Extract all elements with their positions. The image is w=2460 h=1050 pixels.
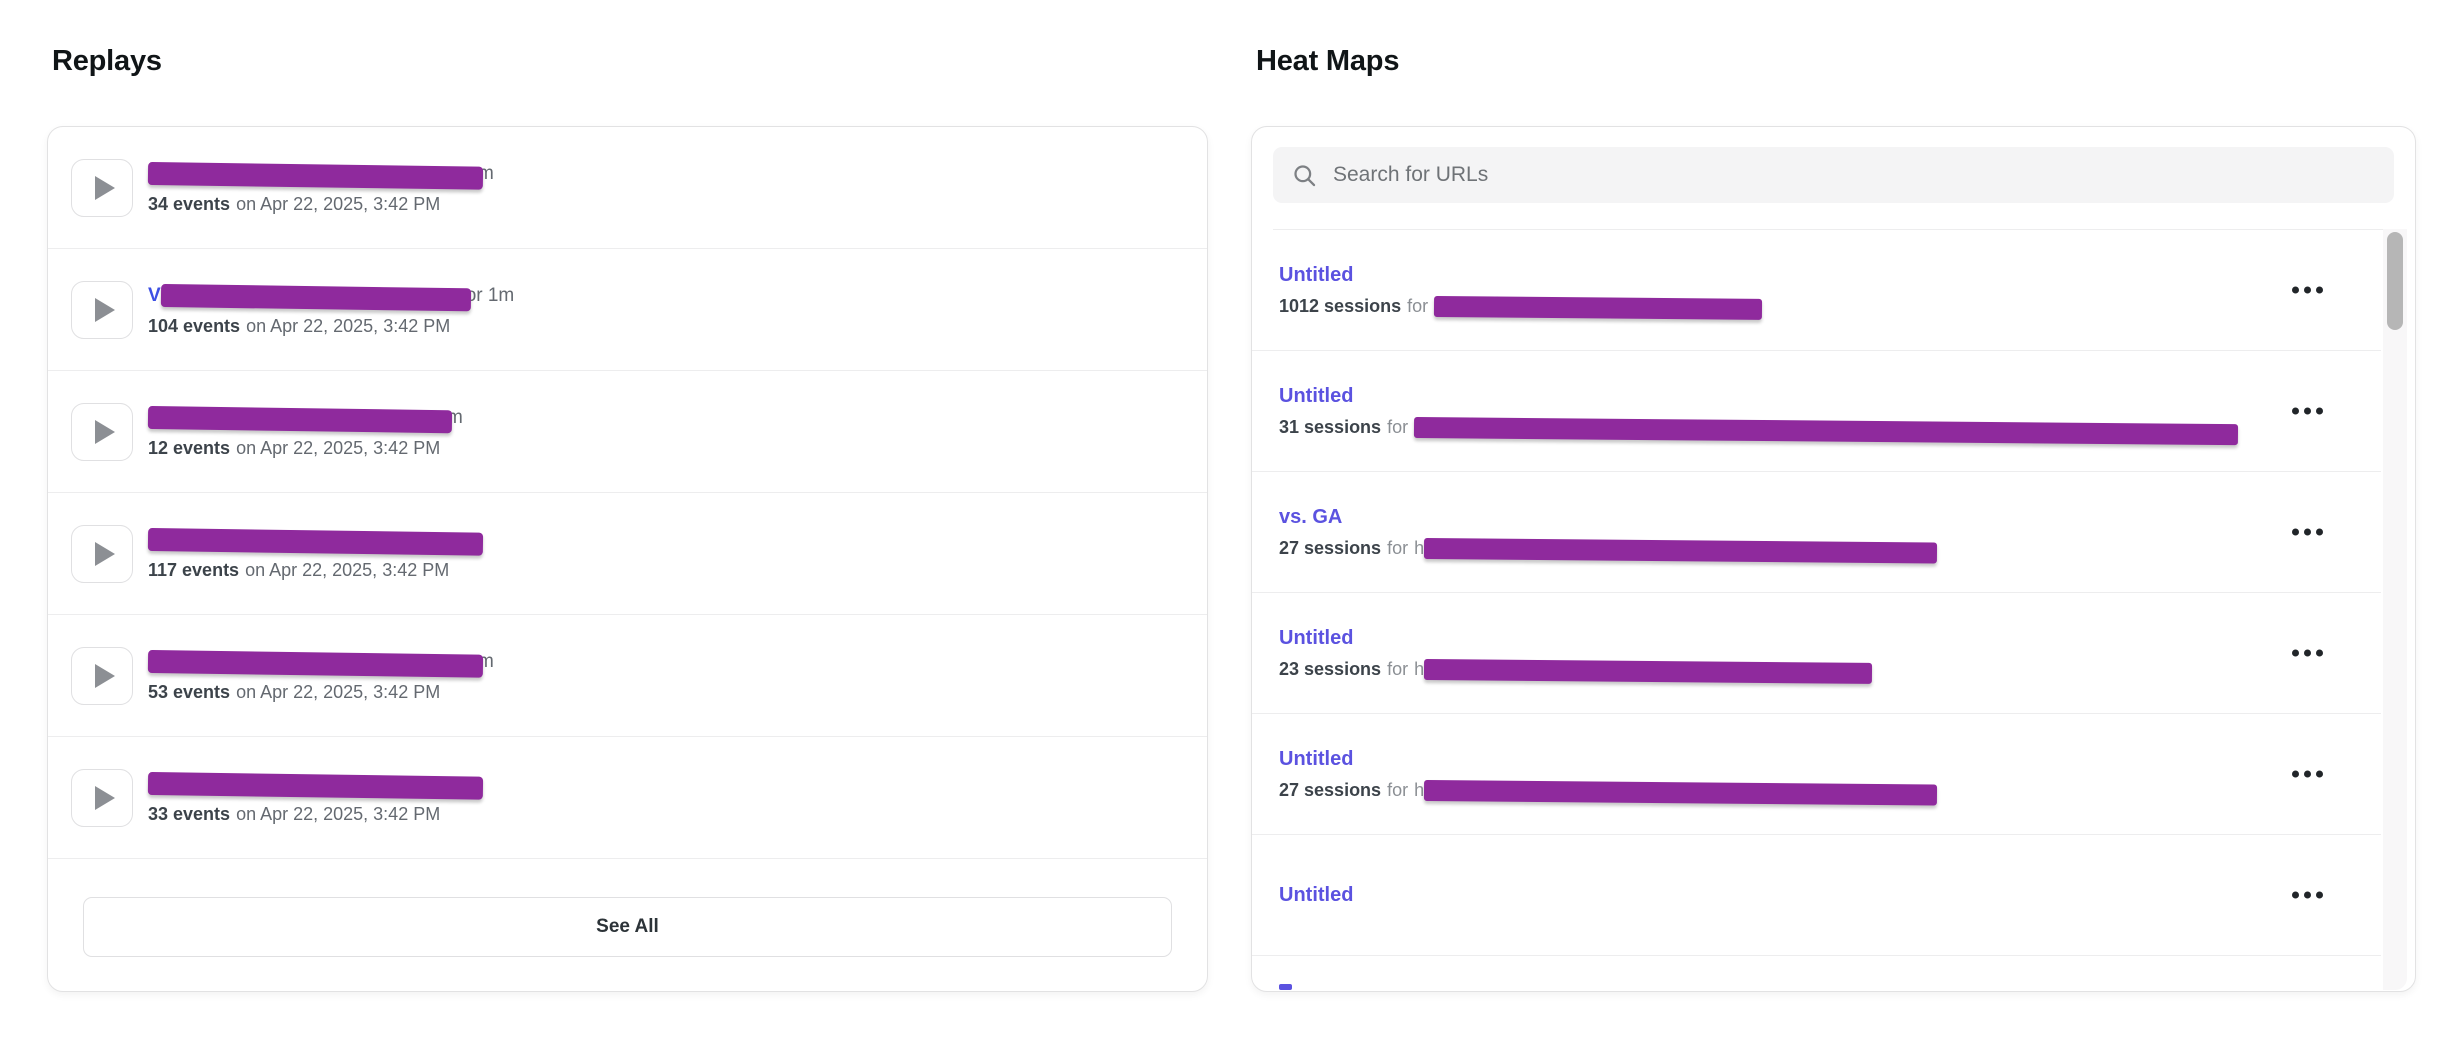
replays-section: Replays m 34 events on Apr 22, 2025, 3:4… xyxy=(47,41,1208,992)
ellipsis-icon xyxy=(2292,407,2299,415)
sessions-count: 27 sessions xyxy=(1279,779,1382,800)
redaction-bar xyxy=(1414,416,2239,445)
play-button[interactable] xyxy=(71,158,133,217)
replay-date: on Apr 22, 2025, 3:42 PM xyxy=(236,193,441,214)
events-count: 117 events xyxy=(148,559,240,580)
replay-date: on Apr 22, 2025, 3:42 PM xyxy=(236,681,441,702)
events-count: 34 events xyxy=(148,193,231,214)
play-icon xyxy=(94,297,115,322)
redaction-bar xyxy=(147,162,484,190)
redaction-bar xyxy=(1424,779,1938,805)
row-menu-button[interactable] xyxy=(2290,884,2325,907)
heatmap-row: Untitled xyxy=(1252,835,2381,956)
heatmap-row: vs. GA 27 sessions for h xyxy=(1252,472,2381,593)
partially-visible-row xyxy=(1252,956,2381,991)
redaction-bar xyxy=(147,406,453,434)
row-menu-button[interactable] xyxy=(2290,521,2325,544)
play-icon xyxy=(94,663,115,688)
replay-name[interactable]: m xyxy=(147,405,463,434)
redaction-bar xyxy=(1424,658,1873,684)
ellipsis-icon xyxy=(2292,528,2299,536)
heatmap-link[interactable]: Untitled xyxy=(1279,626,1354,649)
replay-date: on Apr 22, 2025, 3:42 PM xyxy=(236,803,441,824)
replay-name[interactable] xyxy=(147,771,484,800)
heatmap-link[interactable]: Untitled xyxy=(1279,263,1354,286)
scrollbar-track[interactable] xyxy=(2383,229,2407,990)
replay-name[interactable] xyxy=(147,527,484,556)
heatmap-link[interactable]: Untitled xyxy=(1279,747,1354,770)
heatmap-row: Untitled 23 sessions for h xyxy=(1252,593,2381,714)
clipped-heatmap-link xyxy=(1279,984,1292,990)
heatmap-row: Untitled 31 sessions for xyxy=(1252,351,2381,472)
heatmap-row: Untitled 1012 sessions for xyxy=(1252,230,2381,351)
replay-row[interactable]: m 12 events on Apr 22, 2025, 3:42 PM xyxy=(48,371,1207,493)
play-button[interactable] xyxy=(71,768,133,827)
events-count: 53 events xyxy=(148,681,231,702)
row-menu-button[interactable] xyxy=(2290,400,2325,423)
replay-row[interactable]: V or 1m 104 events on Apr 22, 2025, 3:42… xyxy=(48,249,1207,371)
search-input[interactable] xyxy=(1333,163,2376,187)
replay-date: on Apr 22, 2025, 3:42 PM xyxy=(246,315,451,336)
ellipsis-icon xyxy=(2292,770,2299,778)
redaction-bar xyxy=(1434,295,1763,320)
heatmap-link[interactable]: Untitled xyxy=(1279,384,1354,407)
heatmaps-section: Heat Maps Untitled 1012 sessions xyxy=(1251,41,2416,992)
divider xyxy=(1273,229,2394,230)
dashboard-page: Replays m 34 events on Apr 22, 2025, 3:4… xyxy=(47,41,2416,992)
play-button[interactable] xyxy=(71,280,133,339)
sessions-count: 1012 sessions xyxy=(1279,295,1402,316)
search-icon xyxy=(1294,164,1316,186)
redaction-bar xyxy=(160,284,471,312)
heatmap-link[interactable]: Untitled xyxy=(1279,883,1354,906)
replay-row[interactable]: m 34 events on Apr 22, 2025, 3:42 PM xyxy=(48,127,1207,249)
sessions-count: 27 sessions xyxy=(1279,537,1382,558)
play-button[interactable] xyxy=(71,402,133,461)
events-count: 12 events xyxy=(148,437,231,458)
play-icon xyxy=(94,785,115,810)
replay-name[interactable]: V or 1m xyxy=(148,283,514,312)
play-icon xyxy=(94,419,115,444)
play-icon xyxy=(94,541,115,566)
ellipsis-icon xyxy=(2292,891,2299,899)
replays-title: Replays xyxy=(52,45,162,77)
redaction-bar xyxy=(147,650,484,678)
ellipsis-icon xyxy=(2292,649,2299,657)
events-count: 33 events xyxy=(148,803,231,824)
row-menu-button[interactable] xyxy=(2290,279,2325,302)
heatmap-row: Untitled 27 sessions for h xyxy=(1252,714,2381,835)
replay-name[interactable]: m xyxy=(147,161,494,190)
redaction-bar xyxy=(147,772,484,800)
redaction-bar xyxy=(147,528,484,556)
redaction-bar xyxy=(1424,537,1938,563)
replay-date: on Apr 22, 2025, 3:42 PM xyxy=(236,437,441,458)
heatmaps-card: Untitled 1012 sessions for Untitled 31 s… xyxy=(1251,126,2416,992)
url-search-box[interactable] xyxy=(1273,147,2394,203)
replay-date: on Apr 22, 2025, 3:42 PM xyxy=(245,559,450,580)
row-menu-button[interactable] xyxy=(2290,642,2325,665)
row-menu-button[interactable] xyxy=(2290,763,2325,786)
play-button[interactable] xyxy=(71,524,133,583)
replay-name[interactable]: m xyxy=(147,649,494,678)
scrollbar-thumb[interactable] xyxy=(2387,232,2403,330)
replay-row[interactable]: m 53 events on Apr 22, 2025, 3:42 PM xyxy=(48,615,1207,737)
heatmap-link[interactable]: vs. GA xyxy=(1279,505,1343,528)
replay-row[interactable]: 117 events on Apr 22, 2025, 3:42 PM xyxy=(48,493,1207,615)
see-all-button[interactable]: See All xyxy=(83,897,1172,957)
heatmaps-title: Heat Maps xyxy=(1256,45,1400,77)
ellipsis-icon xyxy=(2292,286,2299,294)
replay-row[interactable]: 33 events on Apr 22, 2025, 3:42 PM xyxy=(48,737,1207,859)
play-button[interactable] xyxy=(71,646,133,705)
replays-card: m 34 events on Apr 22, 2025, 3:42 PM V o… xyxy=(47,126,1208,992)
events-count: 104 events xyxy=(148,315,241,336)
sessions-count: 23 sessions xyxy=(1279,658,1382,679)
play-icon xyxy=(94,175,115,200)
sessions-count: 31 sessions xyxy=(1279,416,1382,437)
